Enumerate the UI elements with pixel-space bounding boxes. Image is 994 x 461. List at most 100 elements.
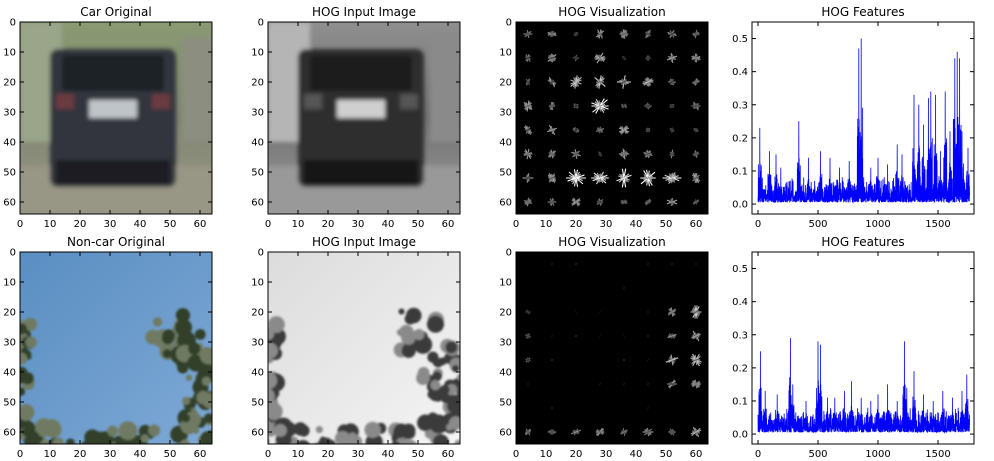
feature-series-line (757, 338, 970, 434)
subplot-8: HOG Features 0 500 1000 1500 0.0 0.1 0.2 0.3 0.4 0… (732, 235, 975, 460)
y-tick-label: 0.0 (732, 200, 748, 211)
y-tick-label: 30 (499, 338, 512, 349)
x-tick-label: 60 (690, 449, 703, 460)
subplot-title: Non-car Original (67, 235, 165, 249)
y-tick-label: 10 (499, 48, 512, 59)
axes-frame (267, 251, 461, 445)
y-tick-label: 0.2 (732, 133, 748, 144)
x-tick-label: 0 (265, 219, 271, 230)
y-tick-label: 0.5 (732, 264, 748, 275)
y-tick-label: 30 (3, 108, 16, 119)
image-content (516, 252, 708, 444)
y-tick-label: 10 (3, 278, 16, 289)
y-tick-label: 0.3 (732, 100, 748, 111)
y-tick-label: 60 (499, 198, 512, 209)
image-content (268, 22, 460, 214)
y-tick-label: 60 (3, 198, 16, 209)
y-tick-label: 0.5 (732, 34, 748, 45)
y-tick-label: 0.4 (732, 297, 748, 308)
y-tick-label: 20 (251, 308, 264, 319)
subplot-title: HOG Features (821, 5, 904, 19)
image-content (268, 252, 460, 444)
x-tick-label: 1500 (925, 449, 950, 460)
y-tick-label: 40 (3, 368, 16, 379)
x-tick-label: 0 (513, 219, 519, 230)
y-tick-label: 30 (3, 338, 16, 349)
x-tick-label: 40 (134, 219, 147, 230)
y-tick-label: 20 (499, 308, 512, 319)
x-tick-label: 30 (600, 219, 613, 230)
axes-frame (267, 21, 461, 215)
x-tick-label: 30 (352, 219, 365, 230)
x-tick-label: 10 (540, 449, 553, 460)
x-tick-label: 1000 (865, 449, 890, 460)
y-tick-label: 40 (499, 368, 512, 379)
y-tick-label: 0.4 (732, 67, 748, 78)
y-tick-label: 0 (10, 18, 16, 29)
y-tick-label: 10 (3, 48, 16, 59)
x-tick-label: 60 (442, 449, 455, 460)
y-tick-label: 0.0 (732, 430, 748, 441)
x-tick-label: 10 (44, 449, 57, 460)
y-tick-label: 10 (499, 278, 512, 289)
y-tick-label: 0.3 (732, 330, 748, 341)
x-tick-label: 20 (570, 449, 583, 460)
subplot-title: Car Original (80, 5, 151, 19)
y-tick-label: 20 (3, 78, 16, 89)
x-tick-label: 50 (412, 449, 425, 460)
y-tick-label: 30 (499, 108, 512, 119)
subplot-title: HOG Visualization (558, 5, 665, 19)
x-tick-label: 500 (808, 219, 827, 230)
y-tick-label: 50 (3, 398, 16, 409)
y-tick-label: 20 (251, 78, 264, 89)
y-tick-label: 0 (506, 18, 512, 29)
y-tick-label: 10 (251, 48, 264, 59)
x-tick-label: 30 (352, 449, 365, 460)
y-tick-label: 20 (3, 308, 16, 319)
y-tick-label: 30 (251, 108, 264, 119)
y-tick-label: 50 (499, 168, 512, 179)
x-tick-label: 60 (194, 449, 207, 460)
x-tick-label: 1000 (865, 219, 890, 230)
subplot-title: HOG Visualization (558, 235, 665, 249)
x-tick-label: 50 (164, 219, 177, 230)
x-tick-label: 40 (382, 219, 395, 230)
y-tick-label: 0 (10, 248, 16, 259)
axes-frame (515, 251, 709, 445)
x-tick-label: 40 (630, 219, 643, 230)
y-tick-label: 60 (251, 198, 264, 209)
subplot-4: HOG Features 0 500 1000 1500 0.0 0.1 0.2 0.3 0.4 0… (732, 5, 975, 230)
axes-frame (751, 21, 975, 215)
axes-frame (751, 251, 975, 445)
subplot-title: HOG Features (821, 235, 904, 249)
axes-frame (19, 251, 213, 445)
x-tick-label: 0 (755, 219, 761, 230)
x-tick-label: 0 (17, 219, 23, 230)
x-tick-label: 20 (74, 219, 87, 230)
x-tick-label: 50 (412, 219, 425, 230)
feature-series-line (757, 38, 970, 204)
y-tick-label: 0.1 (732, 396, 748, 407)
y-tick-label: 0.2 (732, 363, 748, 374)
x-tick-label: 0 (513, 449, 519, 460)
x-tick-label: 30 (600, 449, 613, 460)
y-tick-label: 50 (251, 398, 264, 409)
axes-frame (515, 21, 709, 215)
x-tick-label: 50 (660, 219, 673, 230)
y-tick-label: 0.1 (732, 166, 748, 177)
image-content (20, 252, 212, 444)
y-tick-label: 30 (251, 338, 264, 349)
x-tick-label: 40 (630, 449, 643, 460)
y-tick-label: 60 (3, 428, 16, 439)
x-tick-label: 10 (292, 219, 305, 230)
y-tick-label: 60 (251, 428, 264, 439)
x-tick-label: 60 (194, 219, 207, 230)
y-tick-label: 10 (251, 278, 264, 289)
subplot-title: HOG Input Image (312, 235, 416, 249)
y-tick-label: 40 (3, 138, 16, 149)
